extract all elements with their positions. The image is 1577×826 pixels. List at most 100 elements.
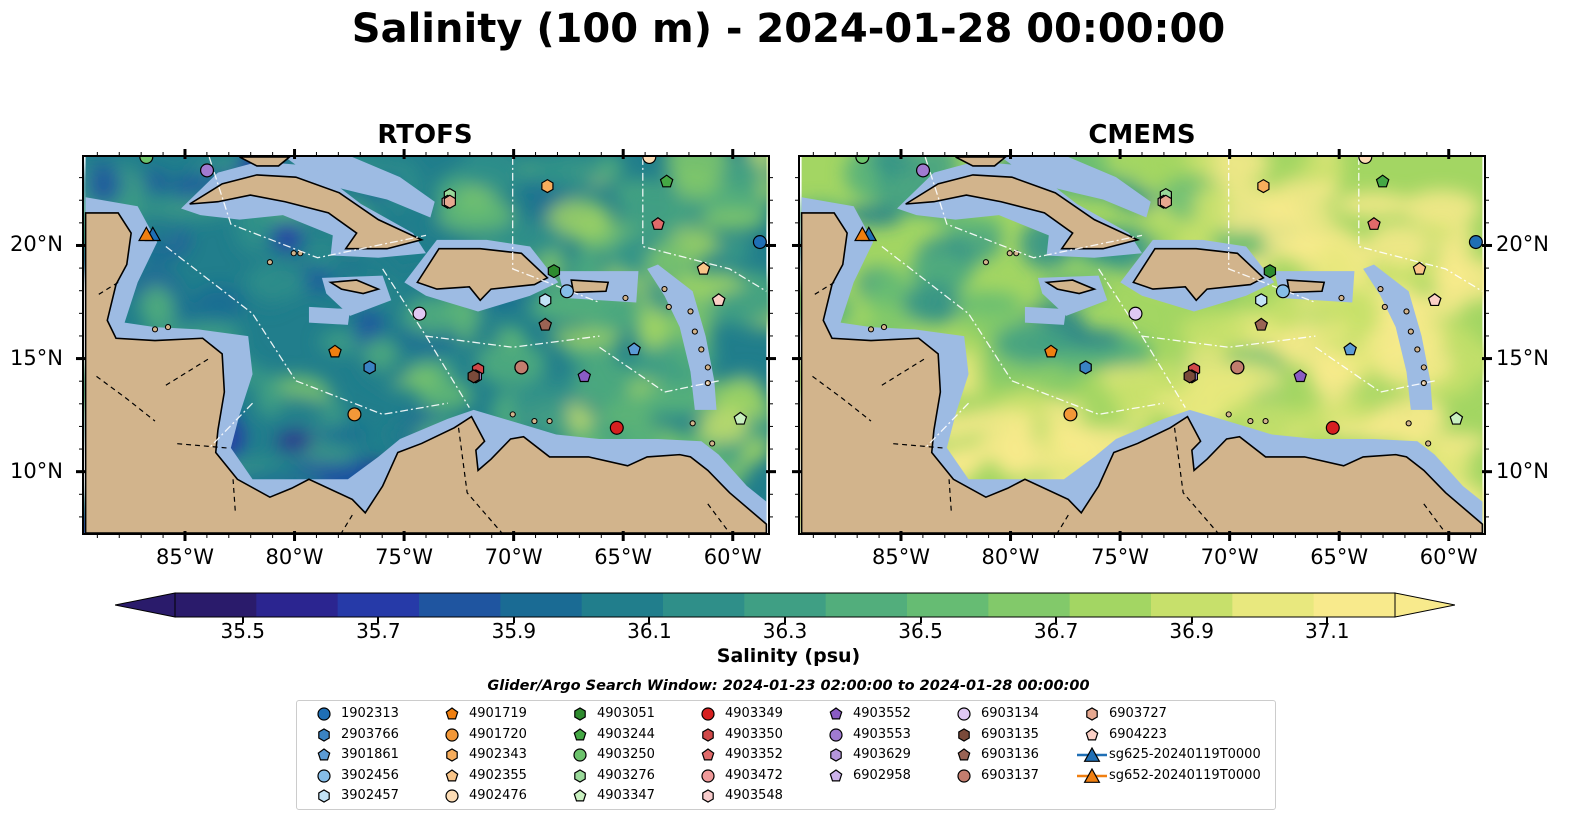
float-marker-6903727	[443, 194, 456, 209]
legend-circle-icon	[957, 769, 971, 783]
legend-hexagon-icon	[830, 748, 842, 762]
legend-marker	[1086, 707, 1098, 721]
colorbar-segment	[825, 593, 908, 617]
legend-label: 4903051	[597, 706, 655, 721]
float-marker-3902456	[1275, 284, 1290, 299]
float-marker-6903137	[1230, 360, 1245, 375]
colorbar	[115, 592, 1455, 618]
colorbar-tick-label: 36.3	[762, 619, 808, 643]
legend-marker	[1085, 727, 1099, 741]
float-marker-4903553	[916, 163, 931, 178]
float-marker-3901861	[627, 342, 641, 356]
float-marker-4901720	[1063, 407, 1078, 422]
colorbar-segment	[1151, 593, 1233, 617]
float-markers	[854, 157, 1483, 435]
x-tick-label: 65°W	[594, 545, 653, 569]
x-tick-label: 65°W	[1310, 545, 1369, 569]
legend-label: 4903350	[725, 726, 783, 742]
float-marker-6903135	[1183, 369, 1196, 384]
legend-label: 6903137	[981, 767, 1039, 783]
float-marker-2903766	[1079, 360, 1092, 375]
colorbar-segment	[256, 593, 339, 617]
legend-hexagon-icon	[574, 769, 586, 783]
float-marker-6903136	[1254, 317, 1269, 331]
colorbar-label: Salinity (psu)	[716, 645, 861, 667]
borders	[812, 281, 1447, 533]
legend-label: 4901719	[469, 706, 527, 721]
float-marker-3902457	[1255, 293, 1268, 308]
colorbar-extend-low	[115, 592, 176, 618]
y-tick-label: 15°N	[10, 345, 63, 370]
float-marker-6903135	[467, 369, 480, 384]
colorbar-tick-label: 36.7	[1033, 619, 1079, 643]
legend-label: 4903629	[853, 747, 911, 763]
colorbar-segment	[907, 593, 989, 617]
legend-circle-icon	[445, 727, 459, 742]
legend-marker	[701, 748, 715, 761]
x-tick-label: 75°W	[1091, 545, 1150, 569]
legend-marker	[829, 727, 843, 742]
legend-label: 2903766	[341, 726, 399, 742]
legend-marker	[958, 727, 970, 742]
colorbar-tick-mark	[1326, 617, 1329, 623]
legend-marker	[574, 769, 586, 783]
float-marker-4901719	[328, 344, 342, 358]
float-marker-4903051	[1263, 264, 1277, 279]
colorbar-segment	[1232, 593, 1315, 617]
float-marker-4902343	[1257, 178, 1270, 194]
float-markers	[138, 157, 767, 435]
float-marker-4903352	[651, 217, 665, 230]
panel-title-cmems: CMEMS	[1088, 120, 1196, 150]
legend-hexagon-icon	[446, 748, 458, 762]
legend-label: 6903136	[981, 747, 1039, 763]
float-marker-4903349	[1325, 420, 1340, 435]
colorbar-tick-label: 35.5	[220, 619, 266, 643]
legend-hexagon-icon	[702, 727, 714, 742]
float-marker-2903766	[363, 360, 376, 375]
colorbar-tick-label: 36.1	[627, 619, 672, 643]
legend-circle-icon	[573, 748, 587, 762]
legend-circle-icon	[701, 769, 715, 783]
legend-marker	[1077, 767, 1107, 783]
y-tick-label: 20°N	[10, 232, 63, 257]
float-marker-4902355	[1412, 261, 1427, 275]
legend-hexagon-icon	[958, 727, 970, 742]
float-marker-6903727	[1159, 194, 1172, 209]
x-tick-label: 70°W	[1200, 545, 1259, 569]
colorbar-segment	[744, 593, 827, 617]
figure-title: Salinity (100 m) - 2024-01-28 00:00:00	[351, 6, 1226, 52]
legend-marker	[446, 748, 458, 762]
float-marker-6904223	[711, 293, 726, 307]
legend-label: 4902355	[469, 767, 527, 783]
legend-circle-icon	[317, 707, 331, 721]
float-marker-4903051	[547, 264, 561, 279]
colorbar-segment	[337, 593, 420, 617]
legend-label: sg625-20240119T0000	[1109, 747, 1261, 763]
float-marker-4903250	[139, 157, 154, 165]
float-marker-4902476	[1358, 157, 1373, 165]
legend-label: 4902476	[469, 788, 527, 804]
legend-marker	[318, 727, 330, 742]
float-marker-1902313	[1468, 235, 1483, 250]
colorbar-tick-mark	[784, 617, 786, 623]
colorbar-tick-label: 36.5	[898, 619, 943, 643]
legend-pentagon-icon	[445, 707, 459, 720]
colorbar-segment	[663, 593, 745, 617]
legend-circle-icon	[829, 727, 843, 742]
x-tick-label: 60°W	[703, 545, 762, 569]
eez-lines	[881, 157, 1483, 449]
colorbar-tick-label: 37.1	[1304, 619, 1350, 643]
panel-title-rtofs: RTOFS	[377, 120, 473, 150]
legend-marker	[318, 789, 330, 804]
colorbar-segment	[175, 593, 257, 617]
legend-circle-icon	[957, 707, 971, 721]
legend-label: 4903553	[853, 726, 911, 742]
float-marker-4903552	[577, 369, 592, 383]
legend-pentagon-icon	[445, 769, 459, 782]
rtofs-map	[82, 155, 770, 535]
legend-marker	[702, 789, 714, 804]
float-marker-4903347	[733, 411, 748, 425]
legend-label: 6903727	[1109, 706, 1167, 721]
legend-label: 4903244	[597, 726, 655, 742]
legend-pentagon-icon	[317, 748, 331, 761]
